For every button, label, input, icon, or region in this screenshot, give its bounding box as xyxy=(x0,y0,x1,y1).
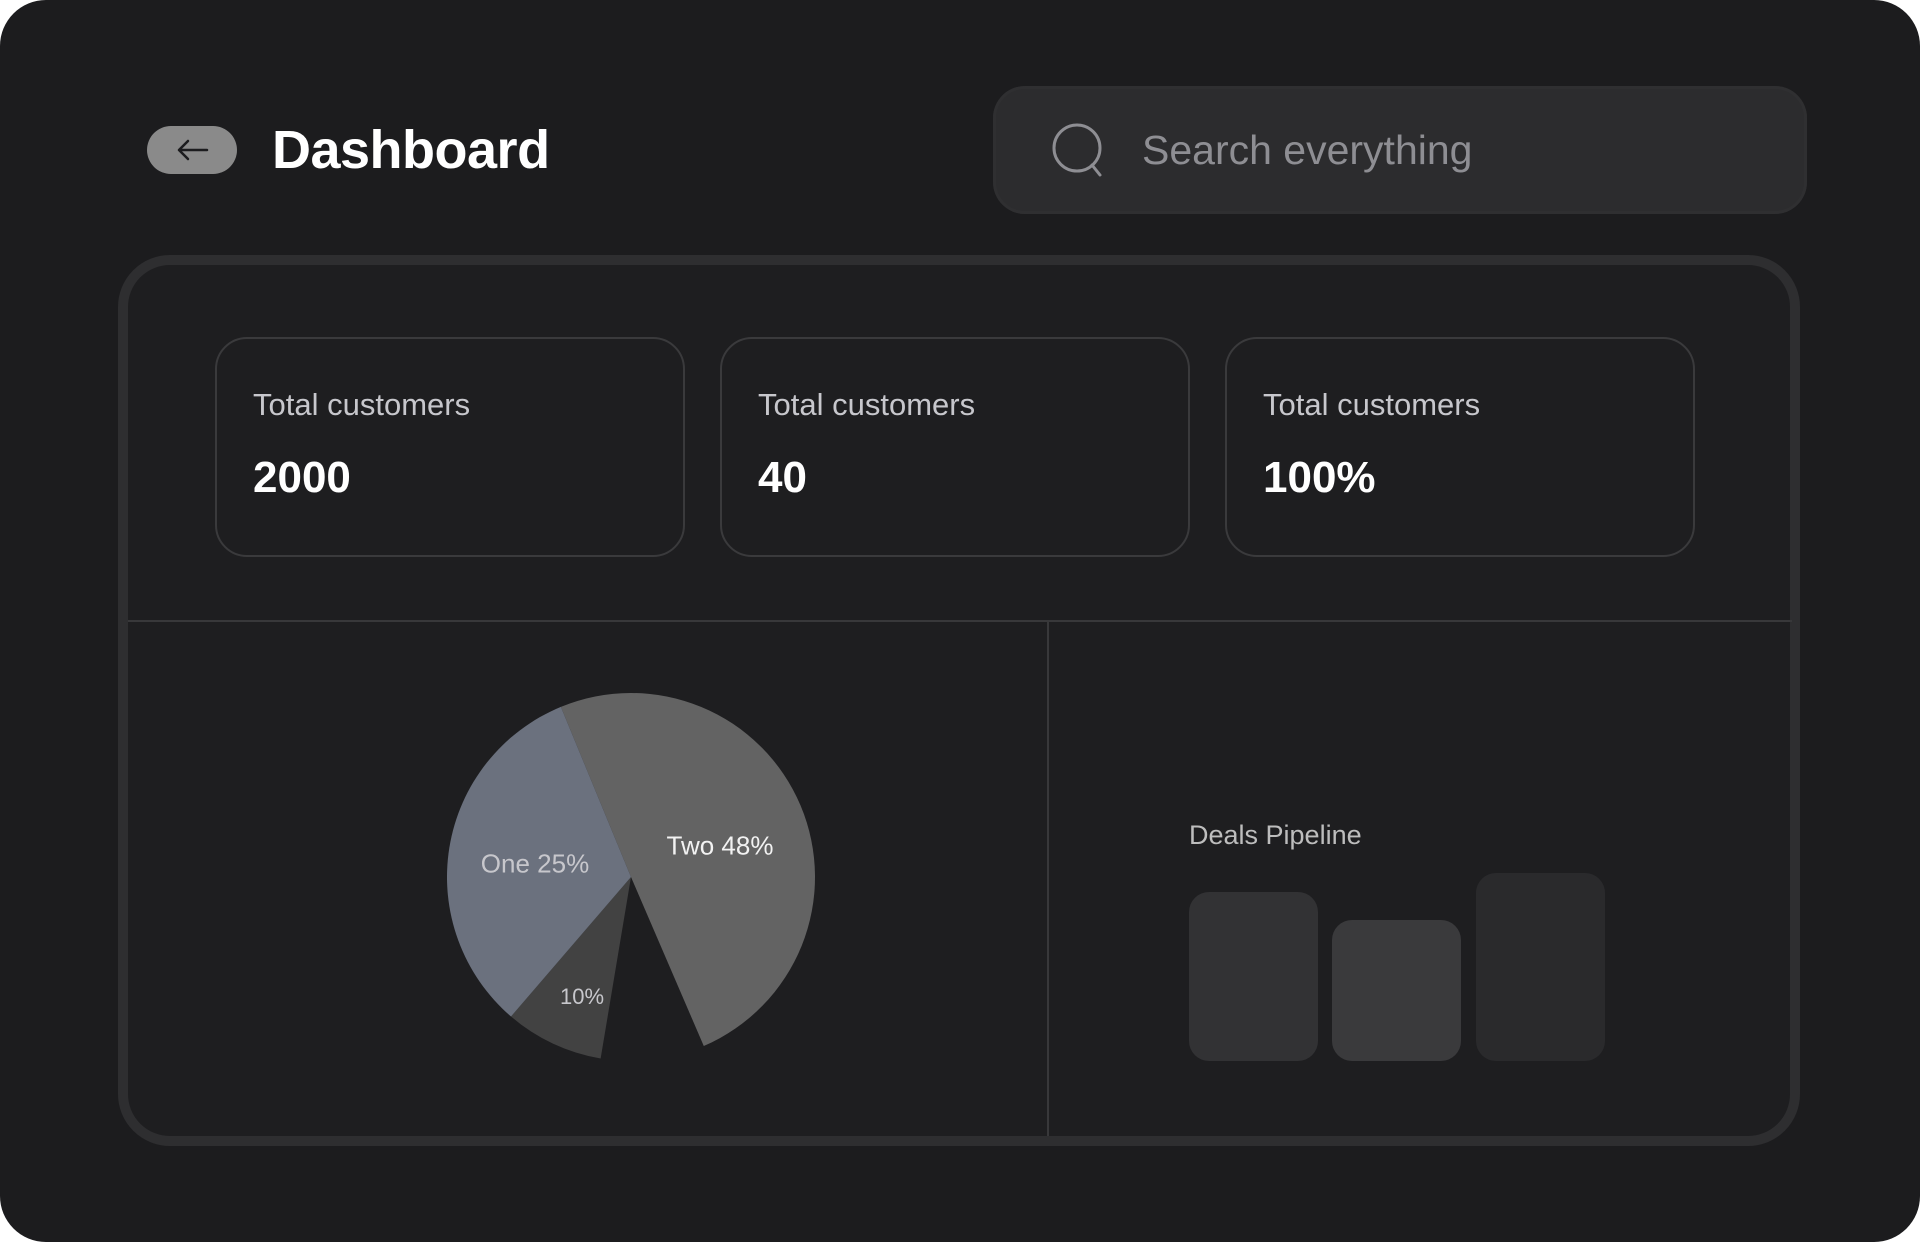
page-title: Dashboard xyxy=(272,120,550,180)
pie-label-ten: 10% xyxy=(559,984,605,1009)
pie-slice-one xyxy=(447,706,631,1017)
vertical-divider xyxy=(1047,621,1049,1136)
pie-slice-other xyxy=(511,877,631,1059)
stat-value: 100% xyxy=(1263,453,1376,502)
stat-value: 2000 xyxy=(253,453,351,502)
stat-value: 40 xyxy=(758,453,807,502)
horizontal-divider xyxy=(128,620,1792,622)
pie-label-one: One 25% xyxy=(480,848,590,879)
deals-bar xyxy=(1332,920,1461,1061)
stat-label: Total customers xyxy=(758,387,976,422)
arrow-left-icon xyxy=(177,139,209,161)
back-button[interactable] xyxy=(147,126,237,174)
stat-card-total-customers: Total customers 40 xyxy=(720,337,1190,557)
stat-label: Total customers xyxy=(253,387,471,422)
search-input[interactable] xyxy=(1142,120,1742,180)
pie-label-two: Two 48% xyxy=(666,830,774,861)
deals-bar xyxy=(1476,873,1605,1061)
stat-card-total-customers: Total customers 100% xyxy=(1225,337,1695,557)
deals-bar xyxy=(1189,891,1318,1061)
stat-card-total-customers: Total customers 2000 xyxy=(215,337,685,557)
stat-label: Total customers xyxy=(1263,387,1481,422)
deals-pipeline-title: Deals Pipeline xyxy=(1189,820,1362,850)
pie-slice-two xyxy=(560,692,816,1046)
search-icon xyxy=(1052,123,1102,177)
